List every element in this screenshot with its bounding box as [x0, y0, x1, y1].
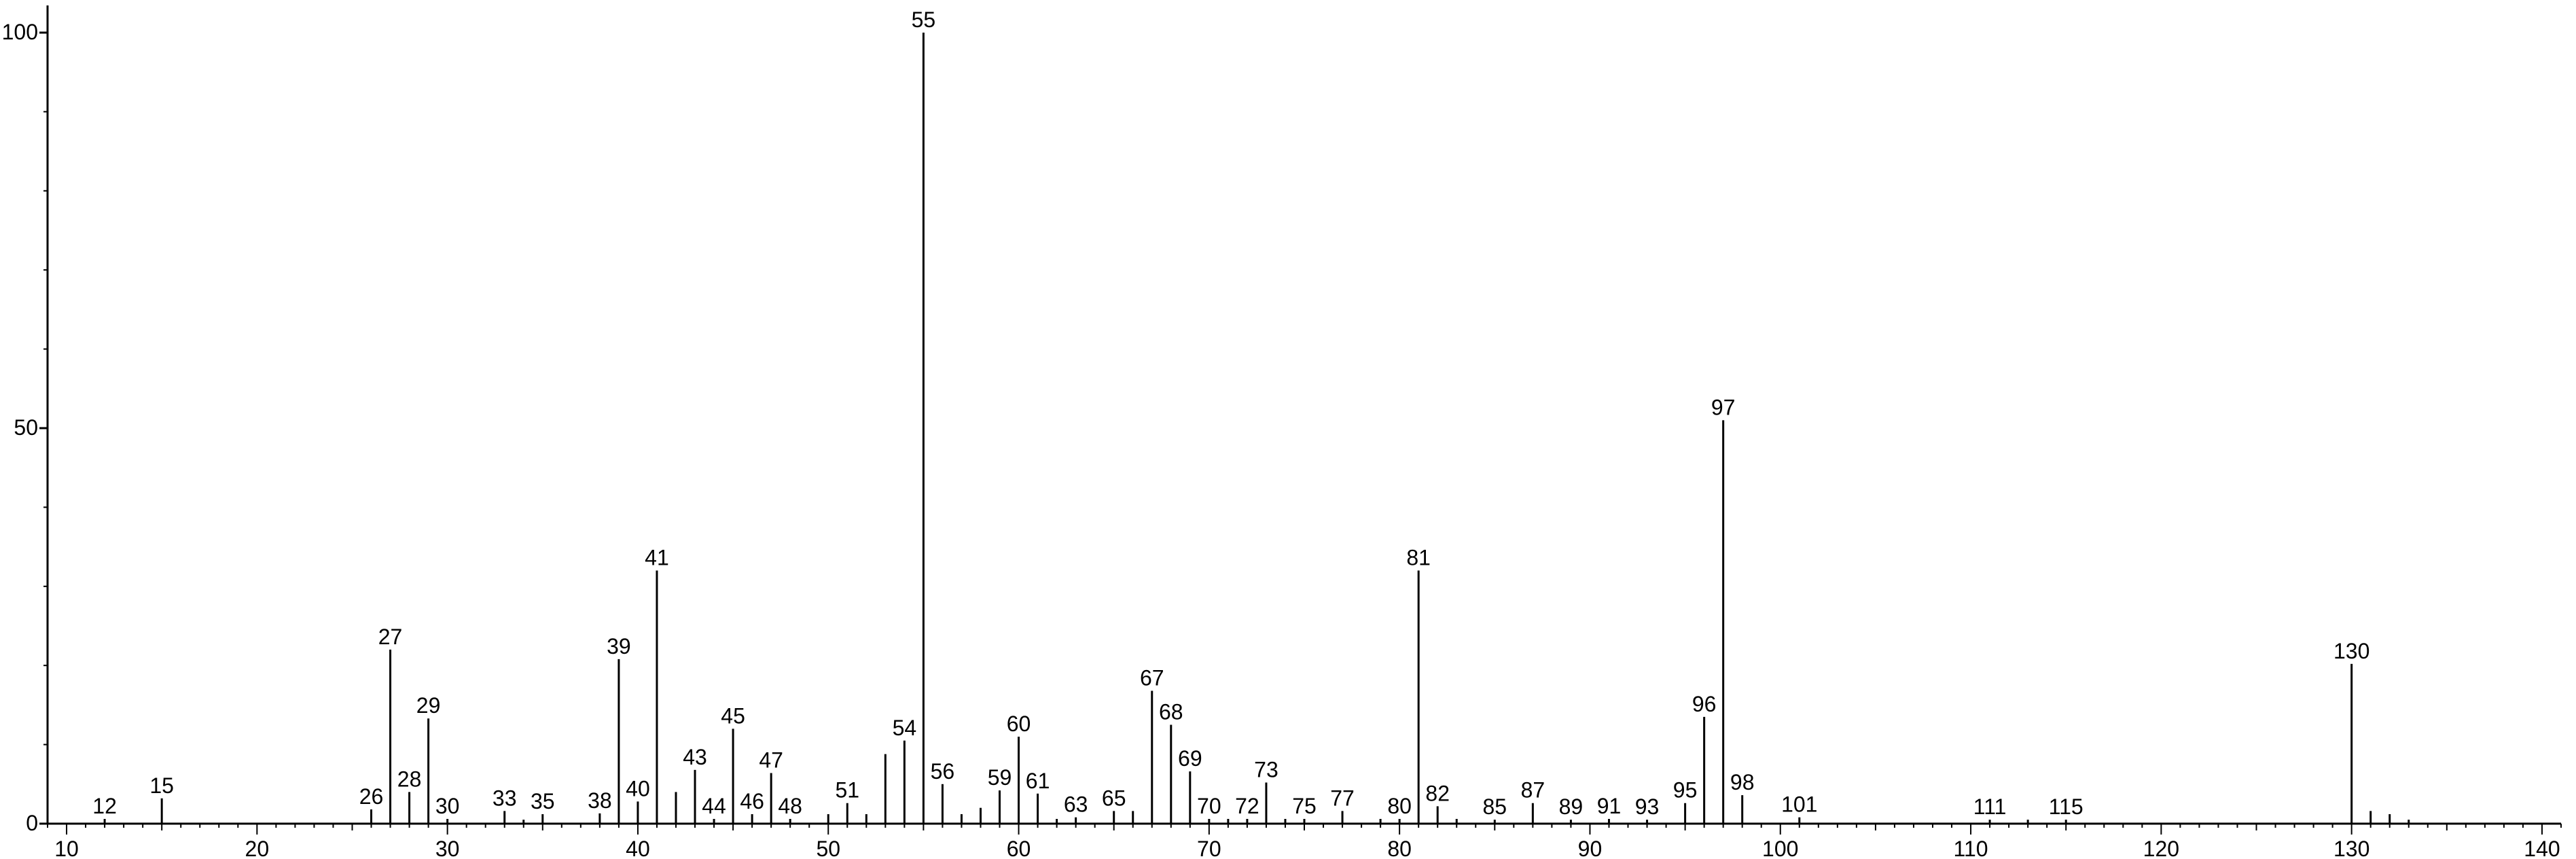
peak-label-97: 97	[1711, 395, 1736, 419]
peak-label-101: 101	[1781, 792, 1817, 817]
peak-label-77: 77	[1330, 786, 1355, 810]
peak-label-29: 29	[416, 693, 441, 718]
peak-label-56: 56	[931, 759, 955, 784]
y-axis-ticks: 0 50 100	[2, 20, 48, 835]
peak-label-95: 95	[1673, 778, 1698, 803]
peak-label-30: 30	[435, 794, 460, 818]
x-tick-label: 40	[626, 837, 650, 859]
peak-label-45: 45	[721, 703, 745, 728]
peak-label-63: 63	[1064, 792, 1088, 817]
peak-label-70: 70	[1197, 794, 1221, 818]
peak-label-98: 98	[1730, 770, 1755, 794]
x-axis-ticks: 10 20 30 40 50 60 70 80 90 100 110 120 130 140	[47, 824, 2562, 859]
x-tick-label: 90	[1578, 837, 1603, 859]
peak-label-81: 81	[1406, 546, 1431, 570]
peak-label-93: 93	[1635, 794, 1660, 819]
peak-label-40: 40	[626, 776, 650, 801]
peak-label-115: 115	[2049, 794, 2083, 819]
peak-label-59: 59	[988, 765, 1012, 790]
peak-label-111: 111	[1973, 794, 2007, 819]
spectrum-peaks	[103, 33, 2410, 824]
peak-label-26: 26	[359, 784, 384, 809]
peak-label-28: 28	[397, 767, 422, 791]
peak-label-67: 67	[1140, 665, 1164, 690]
peak-label-41: 41	[645, 546, 669, 570]
peak-label-130: 130	[2333, 639, 2369, 663]
peak-label-44: 44	[702, 794, 726, 818]
peak-label-48: 48	[778, 794, 802, 818]
peak-label-55: 55	[912, 7, 936, 32]
x-tick-label: 120	[2143, 837, 2179, 859]
peak-label-46: 46	[740, 789, 764, 813]
peak-label-68: 68	[1159, 700, 1183, 724]
x-tick-label: 10	[54, 837, 79, 859]
x-tick-label: 20	[245, 837, 270, 859]
peak-label-43: 43	[683, 745, 707, 769]
peak-label-39: 39	[607, 634, 631, 659]
plot-area: 0 50 100 10 20 30 40 50 60 70 80 90 100 110 120 130 140…	[2, 5, 2562, 859]
spectrum-peak-labels: 12 15 26 27 28 29 30 33 35 38 39 40 41 43 44 45 46 47 48 51…	[92, 7, 2369, 819]
peak-label-65: 65	[1102, 786, 1126, 810]
x-tick-label: 30	[435, 837, 460, 859]
x-tick-label: 100	[1762, 837, 1798, 859]
peak-label-89: 89	[1559, 794, 1584, 819]
peak-label-91: 91	[1597, 794, 1622, 818]
peak-label-47: 47	[759, 748, 783, 773]
peak-label-85: 85	[1483, 794, 1507, 819]
peak-label-87: 87	[1521, 778, 1545, 803]
y-tick-label: 50	[14, 415, 38, 440]
peak-label-38: 38	[588, 788, 612, 813]
peak-label-35: 35	[531, 789, 555, 813]
peak-label-12: 12	[92, 794, 117, 818]
x-tick-label: 110	[1954, 837, 1988, 859]
peak-label-75: 75	[1292, 794, 1317, 818]
x-tick-label: 80	[1387, 837, 1412, 859]
x-tick-label: 140	[2524, 837, 2560, 859]
peak-label-61: 61	[1026, 769, 1050, 793]
peak-label-27: 27	[378, 625, 403, 649]
peak-label-33: 33	[493, 786, 517, 810]
peak-label-69: 69	[1178, 746, 1202, 771]
peak-label-82: 82	[1425, 781, 1450, 805]
y-tick-label: 100	[2, 20, 38, 44]
y-tick-label: 0	[26, 811, 38, 835]
peak-label-15: 15	[149, 773, 174, 798]
x-tick-label: 130	[2333, 837, 2369, 859]
peak-label-73: 73	[1254, 757, 1278, 782]
x-tick-label: 70	[1197, 837, 1221, 859]
peak-label-54: 54	[893, 716, 917, 740]
peak-label-72: 72	[1235, 794, 1259, 818]
x-tick-label: 50	[816, 837, 840, 859]
peak-label-60: 60	[1007, 712, 1031, 736]
peak-label-80: 80	[1387, 794, 1412, 818]
peak-label-51: 51	[835, 778, 859, 803]
peak-label-96: 96	[1692, 692, 1717, 716]
x-tick-label: 60	[1007, 837, 1031, 859]
